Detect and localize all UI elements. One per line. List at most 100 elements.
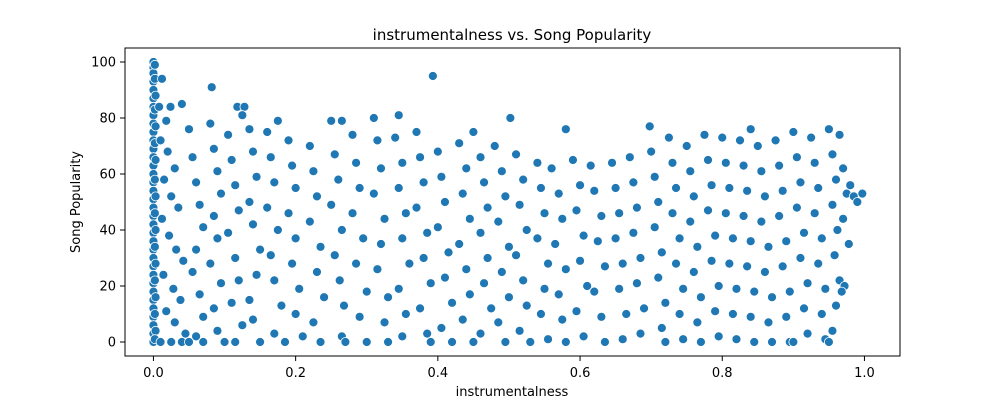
data-point: [255, 337, 265, 347]
data-point: [649, 222, 660, 233]
data-point: [575, 255, 585, 266]
data-point: [756, 166, 767, 177]
data-point: [546, 163, 557, 174]
data-point: [159, 174, 170, 185]
data-point: [368, 188, 379, 199]
data-point: [571, 205, 582, 216]
data-point: [290, 183, 301, 193]
data-point: [432, 222, 443, 233]
data-point: [216, 278, 226, 289]
data-point: [208, 143, 219, 154]
data-point: [390, 132, 401, 143]
data-point: [692, 241, 703, 252]
data-point: [233, 205, 244, 216]
data-point: [248, 314, 258, 325]
data-point: [749, 286, 760, 297]
data-point: [560, 124, 571, 135]
data-point: [745, 124, 756, 135]
data-point: [312, 191, 322, 202]
data-point: [845, 180, 856, 191]
data-point: [187, 152, 198, 163]
data-point: [678, 334, 689, 345]
data-point: [287, 258, 297, 269]
data-point: [500, 191, 511, 202]
data-point: [329, 149, 340, 160]
y-axis-label: Song Popularity: [69, 151, 84, 253]
data-point: [149, 59, 160, 70]
data-point: [578, 331, 589, 342]
data-point: [447, 337, 457, 347]
data-point: [614, 283, 625, 294]
y-tick-label: 20: [99, 280, 116, 295]
data-point: [251, 269, 262, 280]
data-point: [557, 213, 568, 224]
data-point: [760, 267, 770, 277]
data-point: [351, 157, 361, 168]
data-point: [795, 177, 806, 188]
data-point: [703, 155, 713, 165]
x-axis-label: instrumentalness: [456, 385, 569, 400]
data-point: [329, 250, 340, 261]
data-point: [155, 337, 166, 347]
data-point: [802, 278, 813, 289]
data-point: [788, 127, 799, 137]
data-point: [194, 199, 205, 210]
data-point: [168, 283, 179, 294]
data-point: [475, 152, 486, 163]
data-point: [226, 297, 237, 308]
data-point: [149, 174, 160, 185]
data-point: [674, 233, 685, 244]
data-point: [831, 174, 841, 185]
data-point: [372, 135, 383, 146]
data-point: [553, 289, 564, 300]
data-point: [635, 328, 646, 339]
data-point: [735, 135, 745, 146]
data-point: [464, 213, 475, 224]
data-point: [315, 241, 326, 252]
data-point: [532, 157, 543, 168]
data-point: [262, 202, 273, 213]
data-point: [585, 160, 596, 171]
data-point: [539, 208, 550, 219]
data-point: [596, 211, 607, 221]
data-point: [504, 241, 514, 252]
y-tick-label: 40: [99, 224, 116, 239]
data-point: [454, 239, 465, 249]
data-point: [820, 283, 831, 294]
data-point: [774, 160, 785, 171]
data-point: [514, 325, 525, 336]
data-point: [610, 183, 621, 193]
data-point: [568, 155, 578, 165]
data-point: [688, 191, 699, 202]
data-point: [422, 227, 433, 238]
data-point: [664, 132, 674, 143]
data-point: [166, 337, 177, 347]
data-point: [699, 129, 710, 140]
data-point: [191, 331, 202, 342]
data-point: [653, 197, 664, 207]
data-point: [194, 289, 205, 300]
data-point: [486, 303, 497, 314]
data-point: [354, 183, 365, 193]
data-point: [607, 157, 617, 168]
data-point: [383, 292, 393, 303]
data-point: [162, 146, 173, 157]
data-point: [376, 163, 386, 174]
data-point: [248, 219, 258, 230]
data-point: [482, 253, 493, 263]
data-point: [731, 283, 742, 294]
data-point: [536, 183, 546, 193]
data-points: [148, 57, 868, 347]
data-point: [745, 311, 756, 322]
data-point: [831, 300, 841, 311]
data-point: [728, 233, 738, 244]
data-point: [150, 155, 161, 165]
data-point: [372, 264, 383, 275]
data-point: [479, 177, 489, 188]
x-tick-label: 0.2: [285, 366, 306, 381]
data-point: [178, 255, 189, 266]
data-point: [339, 300, 349, 311]
data-point: [816, 233, 827, 244]
data-point: [326, 115, 337, 126]
data-point: [628, 227, 639, 238]
